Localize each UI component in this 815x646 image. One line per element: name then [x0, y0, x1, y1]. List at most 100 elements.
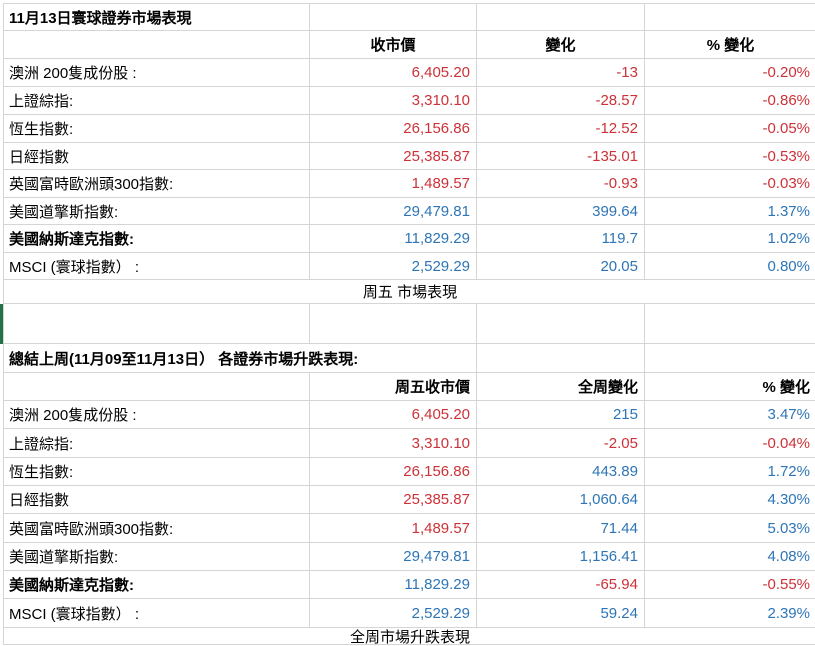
cell-pct-change[interactable]: 4.30% [645, 486, 815, 513]
cell-close-price[interactable]: 1,489.57 [310, 170, 477, 197]
cell-pct-change[interactable]: -0.03% [645, 170, 815, 197]
cell-market-name[interactable]: 日經指數 [4, 143, 310, 169]
cell-market-name[interactable]: 上證綜指: [4, 429, 310, 457]
cell-pct-change[interactable]: 4.08% [645, 543, 815, 570]
market-name: 上證綜指: [9, 435, 74, 453]
cell[interactable] [4, 373, 310, 400]
column-header-pct-change[interactable]: % 變化 [645, 373, 815, 400]
cell-pct-change[interactable]: -0.04% [645, 429, 815, 457]
change-value: -135.01 [587, 147, 638, 165]
cell-market-name[interactable]: 美國納斯達克指數: [4, 571, 310, 598]
column-header-friday-close[interactable]: 周五收市價 [310, 373, 477, 400]
cell-pct-change[interactable]: -0.53% [645, 143, 815, 169]
cell-change[interactable]: 1,156.41 [477, 543, 645, 570]
cell[interactable] [4, 31, 310, 58]
cell-change[interactable]: 1,060.64 [477, 486, 645, 513]
table1-title-cell[interactable]: 11月13日寰球證券市場表現 [4, 4, 310, 30]
cell-pct-change[interactable]: 1.37% [645, 198, 815, 224]
cell[interactable] [645, 304, 815, 343]
cell-close-price[interactable]: 29,479.81 [310, 198, 477, 224]
cell-market-name[interactable]: MSCI (寰球指數） : [4, 253, 310, 279]
cell-close-price[interactable]: 26,156.86 [310, 115, 477, 142]
cell-pct-change[interactable]: 1.02% [645, 225, 815, 252]
close-price: 3,310.10 [411, 92, 470, 109]
cell-pct-change[interactable]: 2.39% [645, 599, 815, 627]
cell-close-price[interactable]: 25,385.87 [310, 143, 477, 169]
cell-change[interactable]: -12.52 [477, 115, 645, 142]
table-row: 美國道擎斯指數: 29,479.81 1,156.41 4.08% [4, 543, 815, 571]
cell-close-price[interactable]: 29,479.81 [310, 543, 477, 570]
cell[interactable] [310, 4, 477, 30]
cell[interactable] [645, 4, 815, 30]
cell-close-price[interactable]: 6,405.20 [310, 59, 477, 86]
cell-close-price[interactable]: 11,829.29 [310, 571, 477, 598]
column-header-close[interactable]: 收市價 [310, 31, 477, 58]
cell-change[interactable]: 71.44 [477, 514, 645, 542]
cell-pct-change[interactable]: -0.05% [645, 115, 815, 142]
pct-change-value: 4.30% [767, 491, 810, 508]
cell[interactable] [477, 4, 645, 30]
cell-pct-change[interactable]: 0.80% [645, 253, 815, 279]
cell-market-name[interactable]: MSCI (寰球指數） : [4, 599, 310, 627]
cell-close-price[interactable]: 3,310.10 [310, 429, 477, 457]
cell-market-name[interactable]: 美國道擎斯指數: [4, 543, 310, 570]
cell-change[interactable]: 20.05 [477, 253, 645, 279]
cell-close-price[interactable]: 11,829.29 [310, 225, 477, 252]
table-row: 澳洲 200隻成份股 : 6,405.20 -13 -0.20% [4, 59, 815, 87]
cell[interactable] [645, 344, 815, 372]
table2-footer-cell[interactable]: 全周市場升跌表現 [4, 628, 815, 646]
cell-change[interactable]: -13 [477, 59, 645, 86]
table1-footer-cell[interactable]: 周五 市場表現 [4, 280, 815, 303]
cell-market-name[interactable]: 恆生指數: [4, 458, 310, 485]
table2-title-cell[interactable]: 總結上周(11月09至11月13日） 各證券市場升跌表現: [4, 344, 477, 372]
cell-close-price[interactable]: 6,405.20 [310, 401, 477, 428]
cell-pct-change[interactable]: -0.20% [645, 59, 815, 86]
cell-change[interactable]: -28.57 [477, 87, 645, 114]
column-header-pct-change[interactable]: % 變化 [645, 31, 815, 58]
column-header-week-change[interactable]: 全周變化 [477, 373, 645, 400]
cell-change[interactable]: 59.24 [477, 599, 645, 627]
cell-market-name[interactable]: 英國富時歐洲頭300指數: [4, 514, 310, 542]
close-price: 25,385.87 [403, 147, 470, 165]
cell-market-name[interactable]: 美國納斯達克指數: [4, 225, 310, 252]
cell-close-price[interactable]: 2,529.29 [310, 599, 477, 627]
cell-pct-change[interactable]: 3.47% [645, 401, 815, 428]
table2-header-row: 周五收市價 全周變化 % 變化 [4, 373, 815, 401]
cell-market-name[interactable]: 日經指數 [4, 486, 310, 513]
cell-market-name[interactable]: 澳洲 200隻成份股 : [4, 401, 310, 428]
table1-footer-label: 周五 市場表現 [362, 284, 458, 301]
cell-change[interactable]: -135.01 [477, 143, 645, 169]
cell-market-name[interactable]: 上證綜指: [4, 87, 310, 114]
cell-change[interactable]: 399.64 [477, 198, 645, 224]
cell-close-price[interactable]: 26,156.86 [310, 458, 477, 485]
cell-pct-change[interactable]: -0.55% [645, 571, 815, 598]
cell-market-name[interactable]: 恆生指數: [4, 115, 310, 142]
cell-close-price[interactable]: 1,489.57 [310, 514, 477, 542]
cell-close-price[interactable]: 3,310.10 [310, 87, 477, 114]
column-header-change[interactable]: 變化 [477, 31, 645, 58]
cell-market-name[interactable]: 美國道擎斯指數: [4, 198, 310, 224]
close-price: 1,489.57 [411, 175, 470, 192]
cell-close-price[interactable]: 2,529.29 [310, 253, 477, 279]
cell-market-name[interactable]: 英國富時歐洲頭300指數: [4, 170, 310, 197]
cell-pct-change[interactable]: 1.72% [645, 458, 815, 485]
cell-pct-change[interactable]: -0.86% [645, 87, 815, 114]
cell-pct-change[interactable]: 5.03% [645, 514, 815, 542]
cell-change[interactable]: -0.93 [477, 170, 645, 197]
cell[interactable] [477, 304, 645, 343]
table-row: MSCI (寰球指數） : 2,529.29 20.05 0.80% [4, 253, 815, 280]
cell-change[interactable]: -2.05 [477, 429, 645, 457]
cell-market-name[interactable]: 澳洲 200隻成份股 : [4, 59, 310, 86]
cell-change[interactable]: -65.94 [477, 571, 645, 598]
cell[interactable] [477, 344, 645, 372]
cell[interactable] [4, 304, 310, 343]
market-name: 美國道擎斯指數: [9, 203, 119, 221]
cell[interactable] [310, 304, 477, 343]
cell-change[interactable]: 119.7 [477, 225, 645, 252]
pct-change-value: 1.02% [767, 230, 810, 247]
table1-title: 11月13日寰球證券市場表現 [9, 9, 192, 27]
cell-change[interactable]: 215 [477, 401, 645, 428]
cell-change[interactable]: 443.89 [477, 458, 645, 485]
cell-close-price[interactable]: 25,385.87 [310, 486, 477, 513]
